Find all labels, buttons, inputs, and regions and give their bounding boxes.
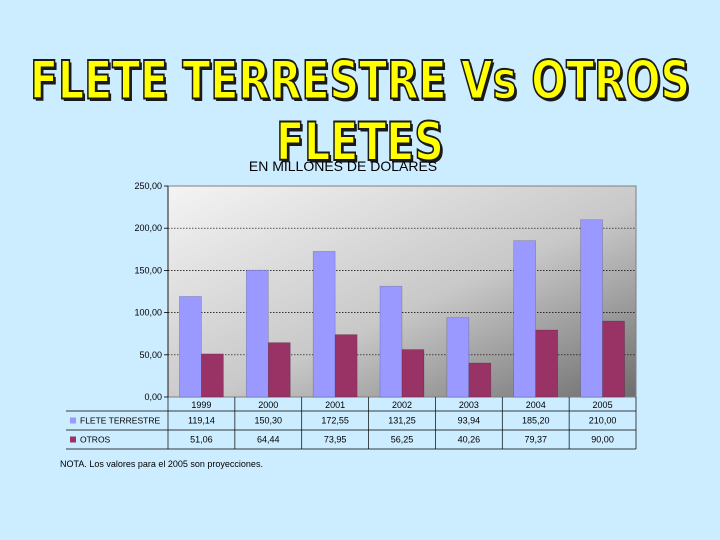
legend-key-otros bbox=[70, 436, 76, 443]
data-table-value: 64,44 bbox=[257, 435, 280, 445]
y-tick-label: 200,00 bbox=[134, 223, 162, 233]
bar-flete-terrestre bbox=[245, 269, 269, 398]
x-tick-label: 2002 bbox=[392, 400, 412, 410]
x-tick-label: 2001 bbox=[325, 400, 345, 410]
bar-otros bbox=[201, 353, 224, 398]
data-table-value: 40,26 bbox=[458, 435, 481, 445]
y-tick-label: 100,00 bbox=[134, 308, 162, 318]
x-tick-label: 2000 bbox=[258, 400, 278, 410]
y-tick-label: 50,00 bbox=[139, 350, 162, 360]
data-table-value: 56,25 bbox=[391, 435, 414, 445]
x-tick-label: 2005 bbox=[593, 400, 613, 410]
bar-flete-terrestre bbox=[513, 240, 537, 398]
slide-title: FLETE TERRESTRE Vs OTROS FLETES bbox=[29, 49, 691, 174]
bar-otros bbox=[334, 334, 358, 398]
data-table-value: 131,25 bbox=[388, 416, 416, 426]
data-table-value: 73,95 bbox=[324, 435, 347, 445]
bar-flete-terrestre bbox=[179, 296, 202, 398]
bar-flete-terrestre bbox=[446, 317, 470, 398]
bar-otros bbox=[535, 329, 559, 398]
chart-title: EN MILLONES DE DOLARES bbox=[248, 158, 438, 174]
bar-flete-terrestre bbox=[580, 219, 603, 398]
data-table-value: 79,37 bbox=[524, 435, 547, 445]
bar-otros bbox=[401, 349, 425, 398]
legend-key-flete-terrestre bbox=[70, 417, 76, 424]
bar-flete-terrestre bbox=[312, 251, 336, 398]
x-tick-label: 2004 bbox=[526, 400, 546, 410]
legend-label-flete-terrestre: FLETE TERRESTRE bbox=[80, 416, 160, 426]
data-table-value: 185,20 bbox=[522, 416, 550, 426]
bar-flete-terrestre bbox=[379, 285, 403, 398]
y-tick-label: 0,00 bbox=[144, 392, 162, 402]
bar-otros bbox=[602, 320, 625, 398]
y-tick-label: 250,00 bbox=[134, 181, 162, 191]
data-table-value: 90,00 bbox=[591, 435, 614, 445]
data-table-value: 210,00 bbox=[589, 416, 617, 426]
data-table-value: 172,55 bbox=[321, 416, 349, 426]
data-table-value: 51,06 bbox=[190, 435, 213, 445]
legend-label-otros: OTROS bbox=[80, 435, 111, 445]
x-tick-label: 2003 bbox=[459, 400, 479, 410]
data-table-value: 119,14 bbox=[188, 416, 215, 426]
x-tick-label: 1999 bbox=[191, 400, 211, 410]
bar-otros bbox=[468, 362, 492, 398]
data-table-value: 93,94 bbox=[458, 416, 481, 426]
bar-otros bbox=[267, 342, 291, 398]
data-table-value: 150,30 bbox=[255, 416, 283, 426]
chart-note: NOTA. Los valores para el 2005 son proye… bbox=[60, 459, 263, 469]
y-tick-label: 150,00 bbox=[134, 265, 162, 275]
